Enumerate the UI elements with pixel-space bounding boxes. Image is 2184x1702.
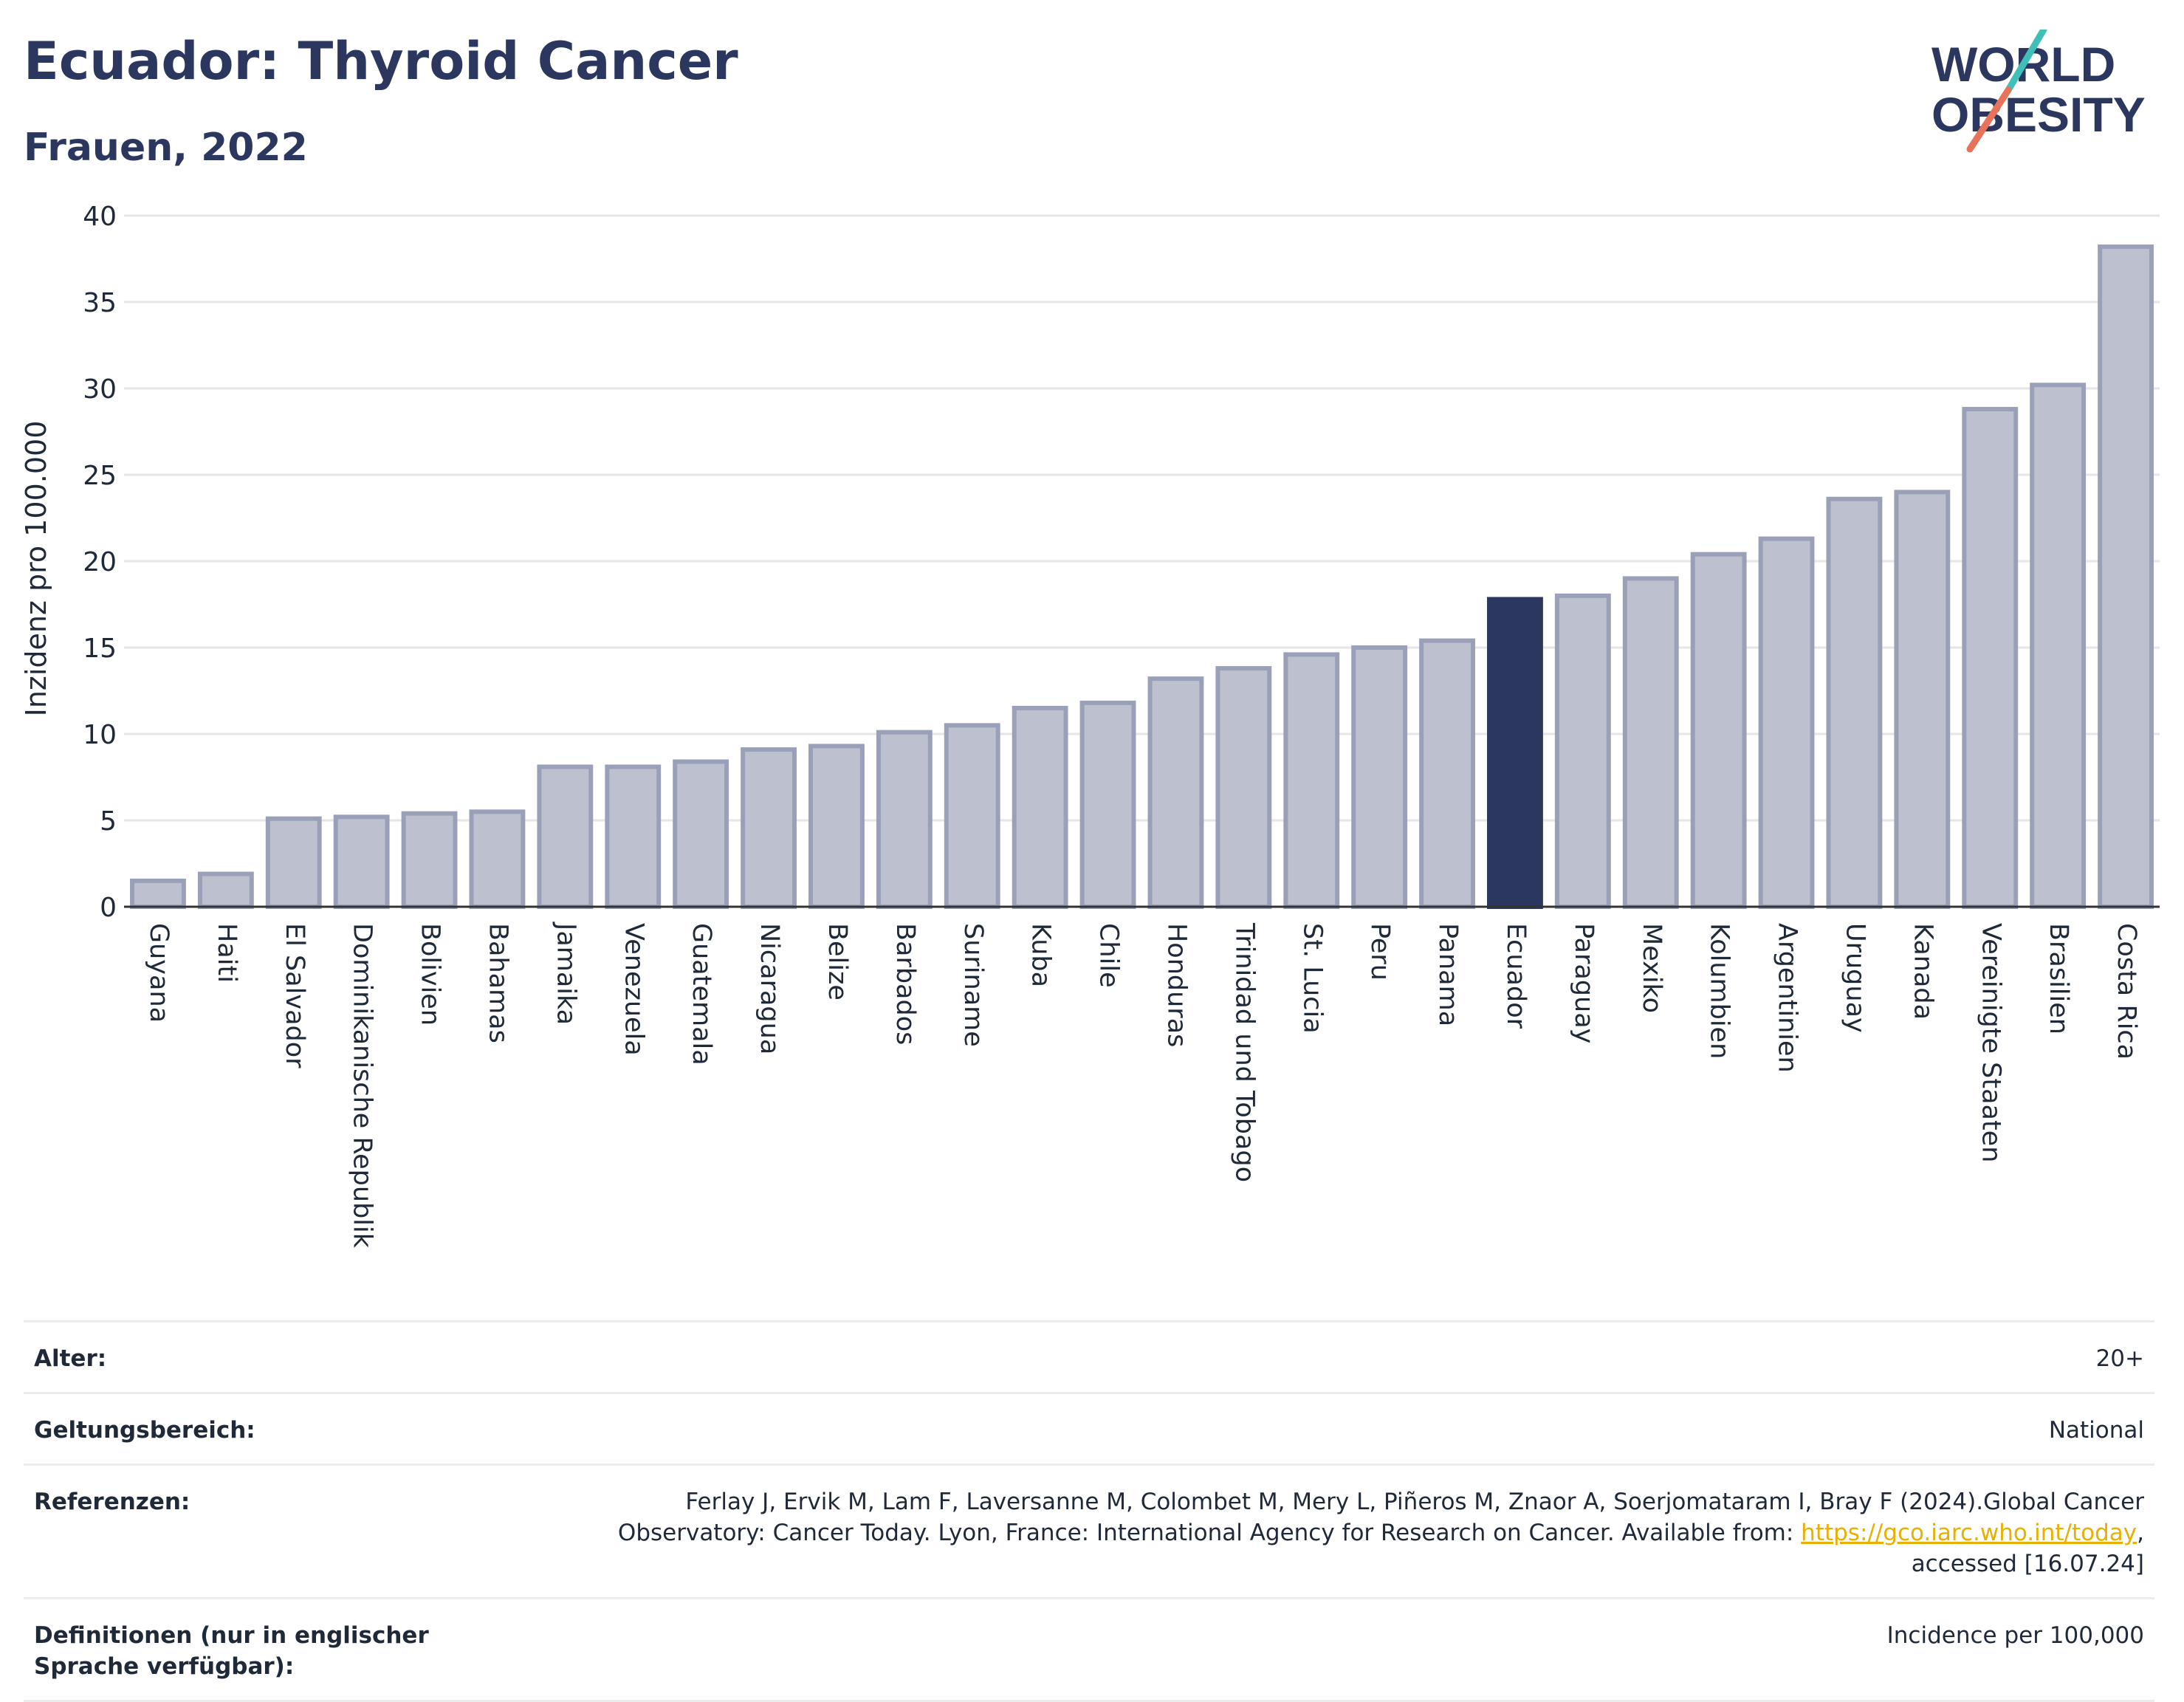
x-tick-label: Guyana — [144, 923, 174, 1023]
bar-kanada — [1894, 490, 1951, 909]
meta-row-age: Alter: 20+ — [24, 1320, 2154, 1392]
meta-value-references: Ferlay J, Ervik M, Lam F, Laversanne M, … — [571, 1486, 2144, 1579]
bar-venezuela — [605, 764, 662, 909]
reference-link[interactable]: https://gco.iarc.who.int/today — [1801, 1520, 2137, 1546]
meta-label-references: Referenzen: — [34, 1489, 190, 1515]
x-tick-label: Venezuela — [619, 923, 648, 1056]
chart-title: Ecuador: Thyroid Cancer — [24, 31, 738, 92]
bar-chile — [1079, 700, 1136, 909]
meta-row-scope: Geltungsbereich: National — [24, 1392, 2154, 1463]
bar-bolivien — [401, 811, 458, 910]
bar-suriname — [944, 723, 1000, 909]
x-tick-label: St. Lucia — [1297, 923, 1327, 1034]
bar-barbados — [876, 730, 933, 909]
bar-st-lucia — [1283, 652, 1340, 909]
x-tick-label: Uruguay — [1840, 923, 1869, 1033]
bar-belize — [808, 744, 865, 909]
reference-text: Ferlay J, Ervik M, Lam F, Laversanne M, … — [617, 1489, 2144, 1546]
meta-label-scope: Geltungsbereich: — [34, 1417, 255, 1444]
meta-label-definitions: Definitionen (nur in englischer Sprache … — [34, 1622, 429, 1680]
bar-bahamas — [469, 809, 526, 910]
x-tick-label: Kanada — [1908, 923, 1937, 1020]
meta-row-references: Referenzen: Ferlay J, Ervik M, Lam F, La… — [24, 1463, 2154, 1597]
y-tick-label: 30 — [83, 374, 117, 405]
x-tick-label: Honduras — [1161, 923, 1191, 1047]
y-axis-label: Inzidenz pro 100.000 — [20, 421, 52, 717]
bar-vereinigte-staaten — [1962, 407, 2019, 909]
x-tick-label: Costa Rica — [2112, 923, 2141, 1060]
x-tick-label: Brasilien — [2044, 923, 2073, 1034]
meta-row-definitions: Definitionen (nur in englischer Sprache … — [24, 1597, 2154, 1702]
x-tick-label: Argentinien — [1773, 923, 1802, 1073]
x-tick-label: Ecuador — [1501, 923, 1531, 1029]
bar-costa-rica — [2098, 244, 2154, 909]
y-axis-ticks: 0 5 10 15 20 25 30 35 40 — [83, 202, 117, 923]
x-tick-label: Guatemala — [687, 923, 716, 1066]
x-tick-label: Peru — [1365, 923, 1395, 981]
world-obesity-logo: WORLD OBESITY — [1931, 30, 2146, 153]
meta-value-age: 20+ — [2095, 1345, 2144, 1372]
bar-nicaragua — [741, 747, 797, 909]
y-tick-label: 0 — [100, 893, 117, 923]
bar-dominikanische-republik — [333, 814, 390, 909]
metadata-table: Alter: 20+ Geltungsbereich: National Ref… — [24, 1320, 2154, 1702]
x-tick-label: Kolumbien — [1705, 923, 1734, 1059]
x-tick-label: Bolivien — [416, 923, 445, 1026]
bar-brasilien — [2030, 382, 2087, 909]
bar-guatemala — [673, 759, 729, 909]
x-tick-label: Paraguay — [1569, 923, 1598, 1043]
x-tick-label: Bahamas — [483, 923, 512, 1043]
y-tick-label: 25 — [83, 461, 117, 491]
meta-value-scope: National — [2048, 1417, 2144, 1444]
x-tick-label: Nicaragua — [755, 923, 784, 1054]
bar-el-salvador — [265, 816, 322, 910]
bars — [130, 244, 2154, 910]
bar-paraguay — [1554, 593, 1611, 909]
bar-ecuador — [1487, 597, 1543, 909]
y-tick-label: 35 — [83, 288, 117, 318]
y-tick-label: 20 — [83, 547, 117, 577]
bar-mexiko — [1622, 576, 1679, 910]
x-tick-label: Mexiko — [1637, 923, 1666, 1013]
bar-kolumbien — [1690, 552, 1747, 909]
x-axis-labels: Guyana Haiti El Salvador Dominikanische Rep… — [144, 922, 2141, 1249]
bar-guyana — [130, 878, 186, 910]
x-tick-label: Kuba — [1026, 923, 1056, 987]
y-tick-label: 40 — [83, 202, 117, 232]
y-tick-label: 15 — [83, 634, 117, 664]
chart-subtitle: Frauen, 2022 — [24, 126, 308, 170]
bar-peru — [1351, 645, 1408, 909]
x-tick-label: Vereinigte Staaten — [1976, 923, 2005, 1162]
y-tick-label: 10 — [83, 720, 117, 750]
bar-trinidad-und-tobago — [1215, 666, 1272, 910]
bar-argentinien — [1758, 536, 1815, 910]
reference-text-after: , accessed [16.07.24] — [1911, 1520, 2144, 1577]
y-tick-label: 5 — [100, 806, 117, 837]
x-tick-label: Jamaika — [551, 922, 580, 1025]
bar-haiti — [197, 871, 254, 910]
bar-kuba — [1012, 705, 1068, 910]
x-tick-label: El Salvador — [280, 923, 309, 1068]
logo-line2: OBESITY — [1931, 87, 2146, 142]
bar-jamaika — [537, 764, 594, 909]
x-tick-label: Panama — [1433, 923, 1463, 1026]
meta-label-age: Alter: — [34, 1345, 107, 1372]
bar-panama — [1419, 638, 1475, 909]
x-tick-label: Chile — [1094, 923, 1124, 988]
x-tick-label: Belize — [823, 923, 852, 1001]
x-tick-label: Trinidad und Tobago — [1229, 922, 1259, 1182]
bar-uruguay — [1826, 496, 1883, 909]
x-tick-label: Suriname — [958, 923, 988, 1047]
x-tick-label: Haiti — [212, 923, 241, 983]
meta-value-definitions: Incidence per 100,000 — [1886, 1622, 2144, 1649]
x-tick-label: Barbados — [890, 923, 920, 1045]
x-tick-label: Dominikanische Republik — [348, 923, 377, 1249]
bar-honduras — [1147, 676, 1204, 909]
bar-chart: 0 5 10 15 20 25 30 35 40 Inzidenz pro 100.000 Gu… — [20, 202, 2160, 1249]
